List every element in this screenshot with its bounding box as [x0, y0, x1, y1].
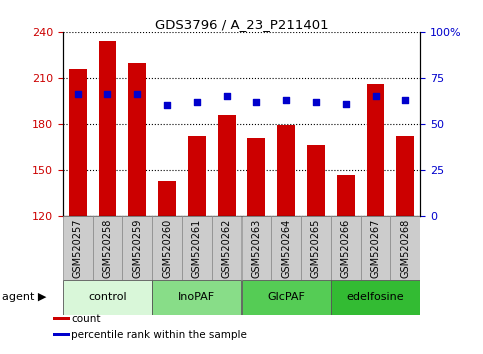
Bar [337, 175, 355, 216]
Bar [63, 280, 152, 315]
Bar [122, 216, 152, 280]
Bar [331, 280, 420, 315]
Bar [247, 138, 265, 216]
Bar [152, 280, 242, 315]
Text: count: count [71, 314, 100, 324]
Point [282, 97, 290, 103]
Bar [277, 125, 295, 216]
Point [253, 99, 260, 105]
Text: GSM520266: GSM520266 [341, 218, 351, 278]
Text: GSM520257: GSM520257 [72, 218, 83, 278]
Bar [242, 280, 331, 315]
Text: GSM520259: GSM520259 [132, 218, 142, 278]
Bar [367, 84, 384, 216]
Bar [301, 216, 331, 280]
Point [342, 101, 350, 107]
Bar [218, 115, 236, 216]
Point [193, 99, 201, 105]
Bar [69, 69, 86, 216]
Text: GSM520268: GSM520268 [400, 218, 411, 278]
Title: GDS3796 / A_23_P211401: GDS3796 / A_23_P211401 [155, 18, 328, 31]
Point [74, 92, 82, 97]
Bar [212, 216, 242, 280]
Point [133, 92, 141, 97]
Bar [397, 136, 414, 216]
Point [104, 92, 112, 97]
Point [163, 103, 171, 108]
Bar [361, 216, 390, 280]
Text: percentile rank within the sample: percentile rank within the sample [71, 330, 247, 339]
Text: GSM520264: GSM520264 [281, 218, 291, 278]
Bar [99, 41, 116, 216]
Point [401, 97, 409, 103]
Text: InoPAF: InoPAF [178, 292, 215, 302]
Text: GSM520265: GSM520265 [311, 218, 321, 278]
Bar [53, 333, 71, 336]
Text: GSM520260: GSM520260 [162, 218, 172, 278]
Bar [242, 216, 271, 280]
Bar [128, 63, 146, 216]
Bar [188, 136, 206, 216]
Bar [152, 216, 182, 280]
Text: GlcPAF: GlcPAF [267, 292, 305, 302]
Text: GSM520263: GSM520263 [251, 218, 261, 278]
Bar [53, 317, 71, 320]
Text: GSM520267: GSM520267 [370, 218, 381, 278]
Point [372, 93, 380, 99]
Bar [271, 216, 301, 280]
Bar [93, 216, 122, 280]
Bar [63, 216, 93, 280]
Bar [331, 216, 361, 280]
Text: edelfosine: edelfosine [347, 292, 404, 302]
Text: GSM520262: GSM520262 [222, 218, 232, 278]
Text: GSM520258: GSM520258 [102, 218, 113, 278]
Bar [158, 181, 176, 216]
Bar [182, 216, 212, 280]
Text: control: control [88, 292, 127, 302]
Text: GSM520261: GSM520261 [192, 218, 202, 278]
Bar [307, 145, 325, 216]
Text: agent ▶: agent ▶ [2, 292, 47, 302]
Point [312, 99, 320, 105]
Bar [390, 216, 420, 280]
Point [223, 93, 230, 99]
